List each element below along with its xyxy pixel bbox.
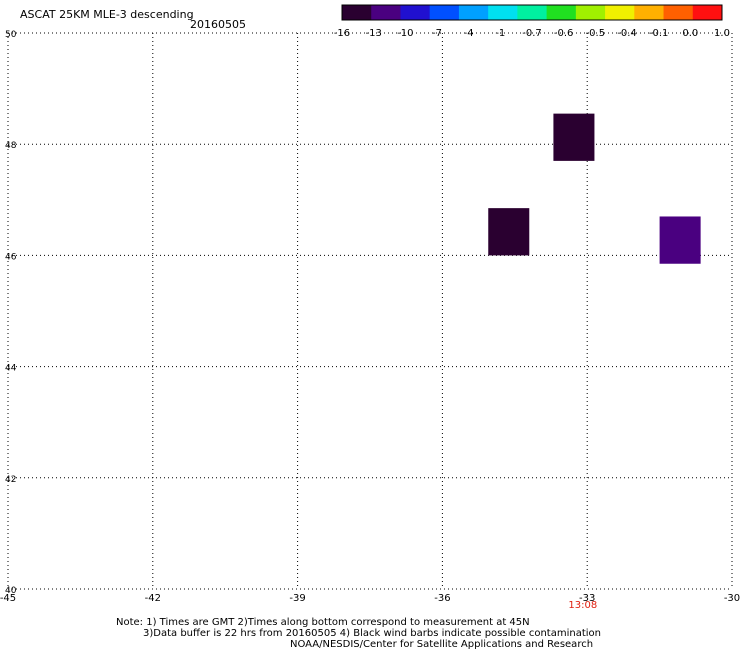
x-tick-label: -42 [145,593,161,604]
chart-date: 20160505 [190,18,246,31]
colorbar-segment [634,5,665,20]
time-label: 13:08 [568,600,598,611]
colorbar-tick-label: -0.6 [554,28,574,39]
colorbar-segment [488,5,518,20]
colorbar-segment [371,5,401,20]
y-tick-label: 42 [5,475,16,485]
data-cell [488,208,530,256]
colorbar-segment [517,5,548,20]
colorbar-segment [692,5,723,20]
data-cell [659,216,701,264]
chart-title: ASCAT 25KM MLE-3 descending [20,8,194,21]
colorbar-segment [575,5,606,20]
colorbar-segment [663,5,694,20]
footer-credit: NOAA/NESDIS/Center for Satellite Applica… [290,639,594,650]
colorbar-segment [400,5,431,20]
y-tick-label: 46 [5,252,17,262]
colorbar-segment [546,5,577,20]
colorbar-tick-label: -16 [334,28,350,39]
footer-note-2: 3)Data buffer is 22 hrs from 20160505 4)… [143,628,601,639]
colorbar-tick-label: 0.0 [682,28,698,39]
x-tick-label: -36 [434,593,450,604]
colorbar-segment [458,5,489,20]
x-tick-label: -45 [0,593,16,604]
x-tick-label: -39 [289,593,305,604]
y-tick-label: 48 [5,141,17,151]
data-cells [488,113,701,264]
colorbar-tick-label: 1.0 [714,28,730,39]
axis-ticks: -45 -42 -39 -36 -33 -30 40 42 44 46 48 50 [0,30,740,604]
colorbar-tick-label: -10 [397,28,413,39]
footer-note-1: Note: 1) Times are GMT 2)Times along bot… [116,617,530,628]
x-tick-label: -30 [724,593,740,604]
grid [7,32,733,590]
y-tick-label: 50 [5,30,17,40]
colorbar-tick-label: -0.4 [617,28,637,39]
colorbar-tick-label: -13 [365,28,381,39]
colorbar-segment [605,5,635,20]
y-tick-label: 44 [5,364,17,374]
data-cell [553,113,595,161]
colorbar: -16 -13 -10 -7 -4 -1 -0.7 -0.6 -0.5 -0.4 -0.1 0.0 1.… [334,4,730,39]
y-tick-label: 40 [5,586,17,596]
colorbar-segment [429,5,460,20]
colorbar-tick-label: -0.1 [649,28,669,39]
colorbar-frame [341,4,723,21]
colorbar-tick-label: -0.5 [586,28,606,39]
x-tick-label: -33 [579,593,595,604]
colorbar-segment [342,5,372,20]
